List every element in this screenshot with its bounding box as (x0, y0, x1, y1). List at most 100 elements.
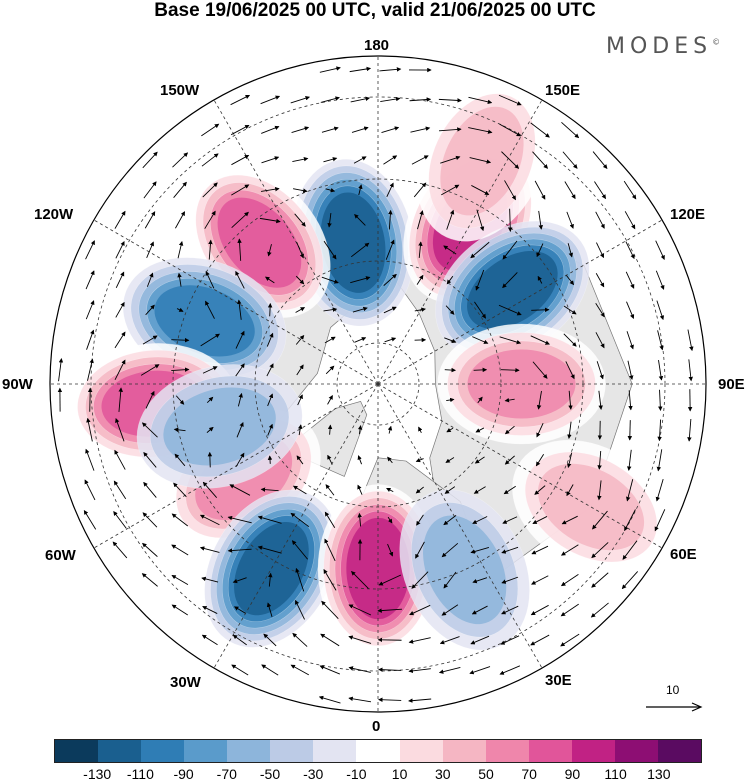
wind-arrow (657, 419, 662, 442)
wind-arrow (530, 604, 549, 616)
wind-arrow (145, 304, 155, 316)
wind-arrow (58, 358, 64, 382)
wind-arrow (261, 156, 280, 164)
wind-arrow (595, 273, 605, 288)
wind-arrow (174, 453, 186, 467)
wind-arrow (562, 151, 578, 169)
wind-arrow (624, 211, 636, 230)
wind-arrow (469, 157, 492, 164)
wind-arrow (626, 331, 634, 350)
wind-arrow (177, 272, 182, 287)
wind-arrow (118, 387, 123, 412)
wind-arrow (418, 241, 423, 258)
wind-arrow (84, 479, 96, 501)
brand-text: MODES (606, 34, 713, 59)
wind-arrow (409, 97, 432, 102)
wind-arrow (227, 515, 252, 524)
wind-arrow (446, 397, 455, 403)
wind-arrow (534, 180, 546, 200)
wind-arrow (443, 571, 457, 589)
wind-arrow (411, 155, 429, 165)
wind-arrow (293, 188, 308, 193)
wind-arrow (142, 542, 158, 557)
wind-arrow (475, 427, 485, 433)
wind-arrow (417, 210, 424, 230)
wind-arrow (532, 516, 548, 524)
wind-arrow (530, 634, 550, 646)
wind-arrow (141, 422, 158, 438)
colorbar-tick-label: 90 (564, 766, 581, 782)
wind-arrow (204, 210, 216, 229)
wind-arrow (590, 602, 609, 618)
colorbar-segment (227, 740, 271, 762)
wind-arrow (292, 485, 307, 495)
meridian-line (93, 219, 379, 385)
wind-arrow (291, 126, 310, 134)
wind-arrow (292, 156, 309, 162)
wind-arrow (383, 273, 397, 286)
wind-arrow (231, 154, 250, 166)
lon-label-90w: 90W (2, 376, 33, 393)
lon-label-90e: 90E (718, 376, 745, 393)
wind-arrow (357, 512, 362, 527)
wind-arrow (357, 425, 363, 435)
wind-arrow (357, 484, 363, 495)
colorbar-tick-label: 110 (604, 766, 627, 782)
wind-arrow (232, 634, 247, 646)
wind-arrow (353, 156, 367, 164)
colorbar-segment (528, 740, 572, 762)
wind-arrow (200, 333, 220, 347)
wind-arrow (655, 479, 664, 502)
wind-arrow (472, 336, 489, 344)
wind-arrow (388, 209, 393, 230)
wind-arrow (176, 307, 184, 312)
anomaly-contour (467, 250, 558, 329)
wind-arrow (560, 573, 579, 587)
lon-label-30w: 30W (170, 674, 201, 691)
anomaly-contour (154, 285, 255, 357)
wind-arrow (112, 541, 128, 559)
wind-arrow (145, 390, 155, 409)
wind-arrow (206, 396, 214, 404)
wind-arrow (267, 423, 273, 436)
lon-label-0: 0 (372, 718, 381, 735)
wind-arrow (499, 123, 522, 137)
wind-arrow (350, 276, 371, 284)
wind-arrow (408, 698, 432, 703)
wind-arrow (474, 301, 486, 319)
wind-arrow (171, 574, 189, 586)
wind-arrow (561, 121, 580, 139)
wind-arrow (83, 509, 97, 530)
wind-arrow (113, 511, 127, 529)
wind-arrow (114, 449, 126, 470)
meridian-line (377, 219, 663, 385)
wind-arrow (260, 487, 279, 492)
wind-arrow (444, 367, 456, 373)
reference-arrow-icon (646, 702, 703, 712)
wind-arrow (350, 242, 370, 258)
colorbar-segment (98, 740, 142, 762)
colorbar-tick-label: 50 (478, 766, 494, 782)
wind-arrow (471, 605, 488, 615)
wind-arrow (260, 95, 281, 105)
wind-arrow (324, 336, 336, 344)
wind-arrow (205, 270, 215, 289)
wind-arrow (476, 209, 485, 232)
wind-arrow (295, 307, 306, 313)
wind-arrow (596, 242, 604, 259)
wind-arrow (415, 457, 424, 463)
meridian-line (377, 383, 663, 549)
wind-arrow (568, 390, 573, 410)
wind-arrow (202, 606, 218, 614)
wind-arrow (87, 358, 94, 381)
wind-arrow (227, 548, 252, 553)
wind-arrow (597, 480, 602, 501)
wind-arrow (323, 157, 338, 163)
wind-arrow (502, 240, 518, 260)
wind-arrow (327, 424, 333, 435)
wind-arrow (386, 487, 394, 493)
wind-arrow (563, 333, 577, 347)
wind-arrow (410, 126, 431, 133)
wind-arrow (532, 361, 548, 379)
wind-arrow (231, 211, 249, 229)
